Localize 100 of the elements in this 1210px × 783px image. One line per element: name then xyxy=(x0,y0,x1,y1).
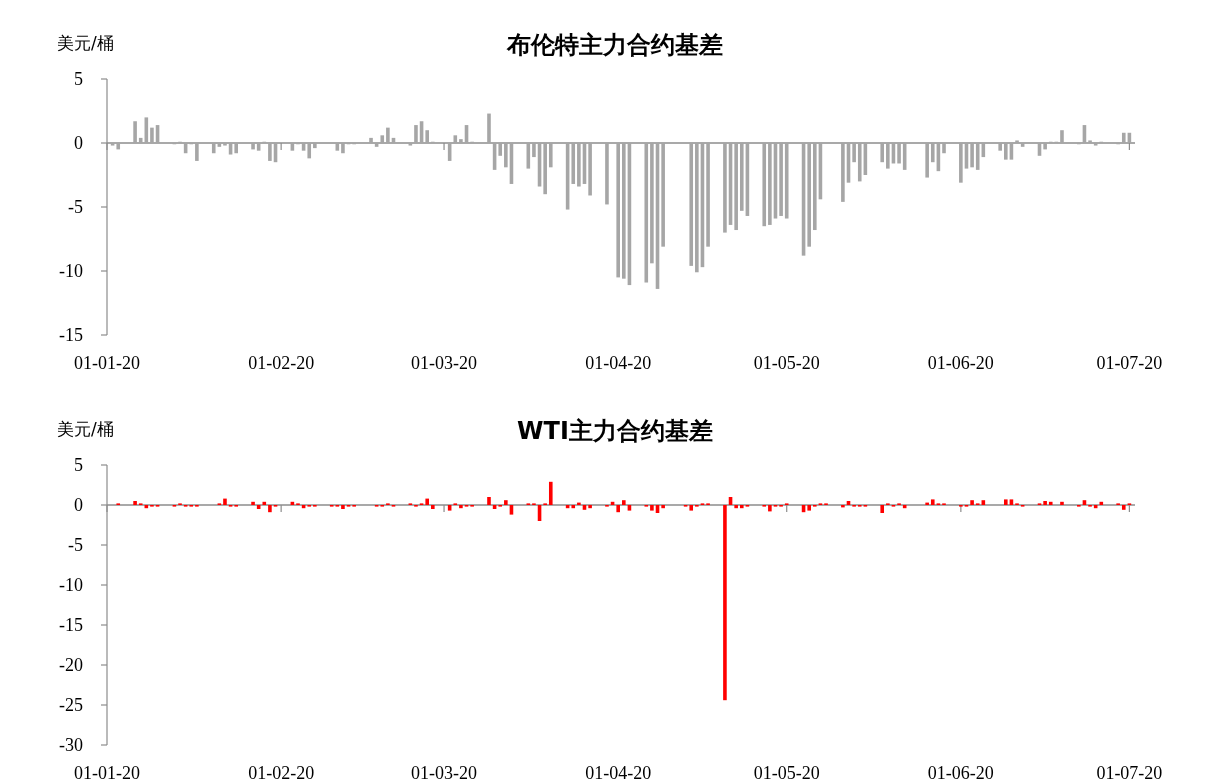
bar xyxy=(930,499,935,505)
x-tick-label: 01-05-20 xyxy=(753,763,820,783)
bar xyxy=(807,505,811,511)
y-tick-label: -20 xyxy=(59,655,83,675)
bar xyxy=(532,143,536,158)
bar xyxy=(998,143,1002,151)
bar xyxy=(880,505,885,513)
bar xyxy=(661,143,665,247)
bar xyxy=(942,143,946,154)
bar xyxy=(1099,501,1104,505)
bar xyxy=(706,143,710,247)
bar xyxy=(768,505,772,512)
bar xyxy=(369,137,373,143)
bar xyxy=(841,143,845,202)
bar xyxy=(133,121,137,143)
bar xyxy=(431,505,435,509)
y-tick-label: -15 xyxy=(59,615,83,635)
x-tick-label: 01-06-20 xyxy=(927,763,994,783)
bar xyxy=(723,505,727,701)
bar xyxy=(133,501,137,505)
bar xyxy=(857,143,862,182)
bar xyxy=(627,505,632,511)
chart-title: WTI主力合约基差 xyxy=(517,417,713,445)
bar xyxy=(616,143,620,278)
y-tick-label: -5 xyxy=(68,535,83,555)
bar xyxy=(414,125,418,143)
bar xyxy=(1043,501,1047,505)
bar xyxy=(622,143,626,279)
bar xyxy=(852,143,856,163)
bar xyxy=(195,143,199,161)
bar xyxy=(251,501,255,505)
x-tick-label: 01-02-20 xyxy=(248,763,315,783)
bar xyxy=(251,143,255,150)
bar xyxy=(644,143,649,283)
bar xyxy=(504,143,508,168)
bar xyxy=(1088,140,1092,143)
bar xyxy=(341,143,345,154)
y-tick-label: -10 xyxy=(59,261,83,281)
bar xyxy=(262,501,267,505)
bar xyxy=(110,143,115,146)
y-tick-label: -15 xyxy=(59,325,83,345)
bar xyxy=(571,505,576,509)
bar xyxy=(970,143,974,168)
y-axis-title: 美元/桶 xyxy=(57,33,114,53)
bar xyxy=(650,505,654,511)
bar xyxy=(341,505,345,509)
y-tick-label: -5 xyxy=(68,197,83,217)
bar xyxy=(588,143,592,196)
bar xyxy=(734,143,738,231)
bar xyxy=(739,143,744,211)
bar xyxy=(453,135,458,143)
bar xyxy=(425,498,429,505)
bar xyxy=(223,143,227,146)
chart-title: 布伦特主力合约基差 xyxy=(506,31,723,59)
bar xyxy=(234,143,238,154)
bar xyxy=(695,143,699,273)
y-tick-label: 0 xyxy=(74,495,83,515)
bar xyxy=(784,143,789,219)
bar xyxy=(723,143,727,233)
bar xyxy=(1060,130,1064,143)
y-tick-label: 0 xyxy=(74,133,83,153)
bar xyxy=(223,498,227,505)
x-tick-label: 01-03-20 xyxy=(411,763,478,783)
bar xyxy=(779,143,783,216)
bar xyxy=(380,135,385,143)
bar xyxy=(459,139,463,143)
bar xyxy=(970,500,974,505)
bar xyxy=(498,143,503,156)
bar xyxy=(661,505,665,509)
bar xyxy=(650,143,654,264)
bar xyxy=(1004,143,1008,160)
y-tick-label: -30 xyxy=(59,735,83,755)
bar xyxy=(459,505,463,509)
y-tick-label: -10 xyxy=(59,575,83,595)
bar xyxy=(548,143,553,168)
bar xyxy=(1004,499,1008,505)
bar xyxy=(487,113,491,143)
bar xyxy=(1121,505,1126,510)
bar xyxy=(959,143,963,183)
bar xyxy=(487,497,491,505)
x-tick-label: 01-04-20 xyxy=(585,763,652,783)
bar xyxy=(386,127,390,143)
bar xyxy=(886,143,890,169)
x-tick-label: 01-03-20 xyxy=(411,353,478,373)
bar xyxy=(689,143,694,266)
bar xyxy=(408,143,413,146)
bar xyxy=(1093,143,1098,146)
bar xyxy=(588,505,592,509)
bar xyxy=(739,505,744,509)
x-tick-label: 01-07-20 xyxy=(1096,763,1163,783)
bar xyxy=(622,500,626,505)
x-tick-label: 01-06-20 xyxy=(927,353,994,373)
bar xyxy=(543,143,547,195)
bar xyxy=(689,505,694,511)
bar xyxy=(1043,143,1047,150)
bar xyxy=(925,143,929,178)
bar xyxy=(425,130,429,143)
bar xyxy=(447,505,452,511)
bar xyxy=(768,143,772,225)
x-tick-label: 01-07-20 xyxy=(1096,353,1163,373)
